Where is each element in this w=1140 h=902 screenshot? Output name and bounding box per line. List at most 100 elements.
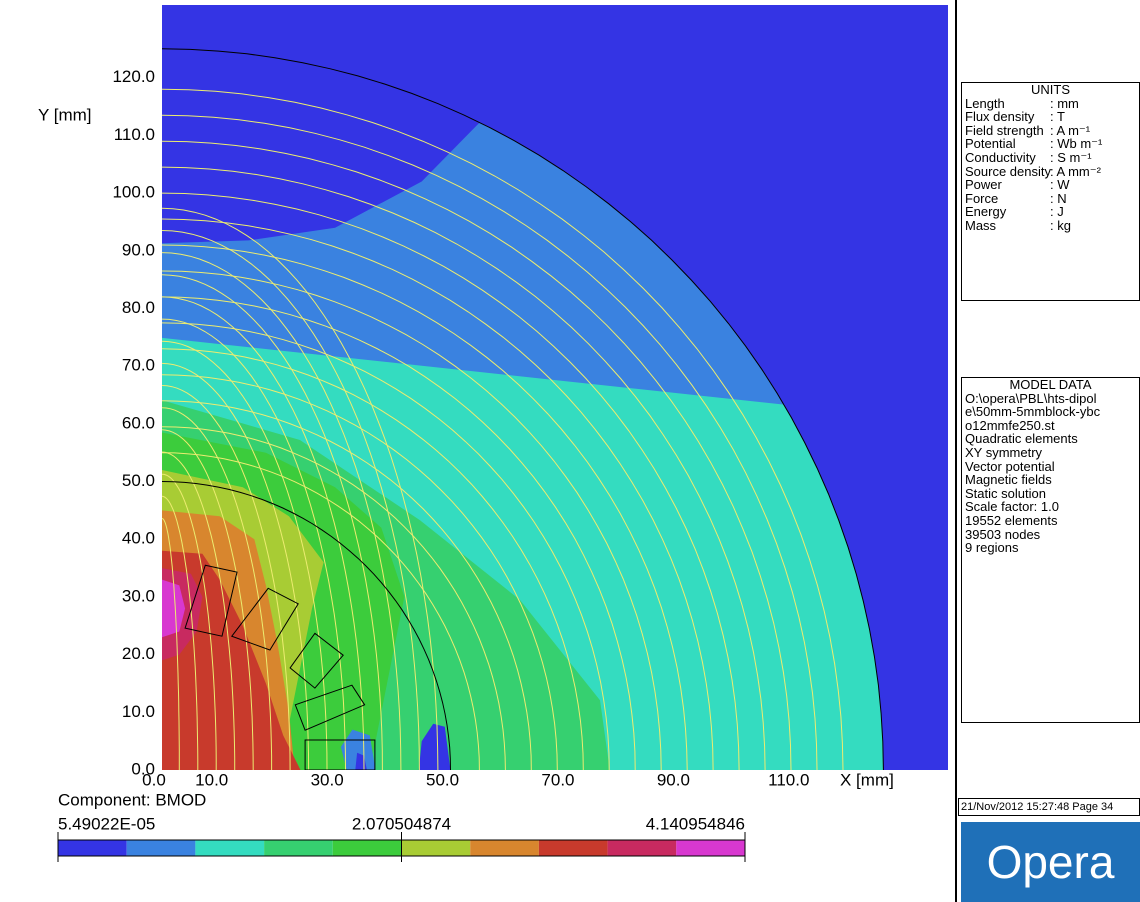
unit-value: : T xyxy=(1050,109,1065,125)
unit-name: Force xyxy=(965,190,999,206)
x-tick-label: 0.0 xyxy=(142,770,166,789)
model-line: Quadratic elements xyxy=(965,431,1078,447)
units-row: Flux density : T xyxy=(962,110,1139,124)
units-row: Source density: A mm⁻² xyxy=(962,163,1139,179)
field-region xyxy=(162,48,480,244)
units-row: Field strength: A m⁻¹ xyxy=(962,124,1139,138)
outer-boundary xyxy=(162,48,884,770)
units-row: Mass : kg xyxy=(962,219,1139,233)
unit-value: : Wb m⁻¹ xyxy=(1050,136,1103,152)
flux-line xyxy=(162,473,217,770)
model-line: o12mmfe250.st xyxy=(965,417,1055,433)
y-tick-label: 40.0 xyxy=(122,529,155,548)
flux-line xyxy=(162,429,254,770)
unit-value: : A mm⁻² xyxy=(1050,163,1101,179)
unit-value: : W xyxy=(1050,177,1070,193)
flux-line xyxy=(162,88,844,770)
unit-name: Energy xyxy=(965,204,1007,220)
unit-name: Flux density xyxy=(965,109,1035,125)
units-row: Energy : J xyxy=(962,205,1139,219)
x-tick-label: 50.0 xyxy=(426,770,459,789)
flux-line xyxy=(162,322,610,770)
color-swatch xyxy=(470,840,539,856)
flux-line xyxy=(162,270,662,770)
x-tick-label: 10.0 xyxy=(195,770,228,789)
model-line: Scale factor: 1.0 xyxy=(965,499,1059,515)
colorbar-label: 4.140954846 xyxy=(646,814,745,833)
y-tick-label: 90.0 xyxy=(122,240,155,259)
colorbar-label: 2.070504874 xyxy=(352,814,451,833)
flux-line xyxy=(162,230,420,770)
flux-line xyxy=(162,400,532,770)
model-line: Static solution xyxy=(965,485,1046,501)
divider xyxy=(955,0,957,902)
color-swatch xyxy=(401,840,471,856)
model-line: XY symmetry xyxy=(965,444,1043,460)
unit-value: : J xyxy=(1050,204,1064,220)
x-tick-label: 90.0 xyxy=(657,770,690,789)
unit-value: : N xyxy=(1050,190,1067,206)
flux-line xyxy=(162,340,328,770)
field-region xyxy=(162,579,186,638)
model-title: MODEL DATA xyxy=(1009,377,1092,392)
x-tick-label: 70.0 xyxy=(541,770,574,789)
unit-value: : S m⁻¹ xyxy=(1050,149,1092,165)
flux-line xyxy=(162,318,346,770)
y-tick-label: 60.0 xyxy=(122,413,155,432)
y-tick-label: 30.0 xyxy=(122,586,155,605)
y-axis-title: Y [mm] xyxy=(38,105,92,124)
flux-line xyxy=(162,218,714,770)
color-swatch xyxy=(607,840,677,856)
model-line: Vector potential xyxy=(965,458,1055,474)
model-panel: MODEL DATA O:\opera\PBL\hts-dipol e\50mm-… xyxy=(961,377,1140,723)
flux-line xyxy=(162,362,310,770)
units-title: UNITS xyxy=(1031,82,1070,97)
flux-line xyxy=(162,407,273,770)
coil-block xyxy=(304,739,376,770)
coil-block xyxy=(230,587,299,651)
coil-block xyxy=(294,684,366,731)
coil-block xyxy=(184,564,238,637)
timestamp: 21/Nov/2012 15:27:48 Page 34 xyxy=(958,798,1140,816)
color-swatch xyxy=(676,840,745,856)
field-region xyxy=(418,723,451,770)
flux-line xyxy=(162,348,584,770)
coil-block xyxy=(289,632,344,689)
y-tick-label: 70.0 xyxy=(122,356,155,375)
flux-line xyxy=(162,452,480,770)
flux-line xyxy=(162,374,558,770)
field-map xyxy=(162,5,948,770)
color-swatch xyxy=(332,840,402,856)
logo: Opera xyxy=(961,822,1140,902)
model-line: O:\opera\PBL\hts-dipol xyxy=(965,390,1097,406)
y-tick-label: 110.0 xyxy=(114,125,155,144)
x-axis-title: X [mm] xyxy=(840,770,894,789)
unit-value: : kg xyxy=(1050,217,1071,233)
units-row: Force : N xyxy=(962,192,1139,206)
unit-name: Power xyxy=(965,177,1002,193)
unit-name: Field strength xyxy=(965,122,1044,138)
flux-line xyxy=(162,140,792,770)
flux-line xyxy=(162,426,506,770)
units-row: Conductivity: S m⁻¹ xyxy=(962,151,1139,165)
x-tick-label: 110.0 xyxy=(768,770,809,789)
y-tick-label: 50.0 xyxy=(122,471,155,490)
y-tick-label: 0.0 xyxy=(131,759,155,778)
flux-line xyxy=(162,192,740,770)
unit-name: Mass xyxy=(965,217,997,233)
unit-name: Source density xyxy=(965,163,1051,179)
color-swatch xyxy=(264,840,333,856)
unit-value: : mm xyxy=(1050,95,1079,111)
y-tick-label: 80.0 xyxy=(122,298,155,317)
flux-line xyxy=(162,207,439,770)
y-tick-label: 100.0 xyxy=(112,183,155,202)
units-row: Length: mm xyxy=(962,95,1139,111)
y-tick-label: 20.0 xyxy=(122,644,155,663)
color-swatch xyxy=(538,840,608,856)
flux-line xyxy=(162,114,818,770)
units-row: Potential: Wb m⁻¹ xyxy=(962,137,1139,151)
x-tick-label: 30.0 xyxy=(311,770,344,789)
y-tick-label: 120.0 xyxy=(112,67,155,86)
inner-boundary xyxy=(162,481,451,770)
model-line: 39503 nodes xyxy=(965,526,1041,542)
